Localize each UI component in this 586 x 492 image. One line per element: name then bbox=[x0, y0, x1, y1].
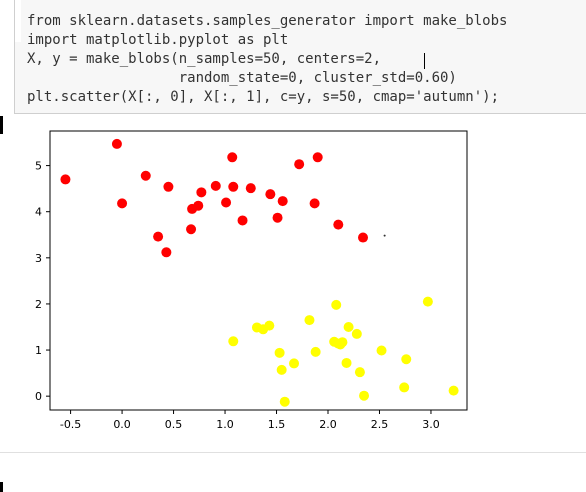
red-point bbox=[196, 187, 207, 198]
yellow-point bbox=[359, 390, 370, 401]
yellow-point bbox=[401, 354, 412, 365]
yellow-point bbox=[422, 296, 433, 307]
yellow-point bbox=[331, 299, 342, 310]
red-point bbox=[277, 196, 288, 207]
red-point bbox=[193, 200, 204, 211]
code-editor[interactable]: from sklearn.datasets.samples_generator … bbox=[27, 12, 507, 107]
scatter-plot: -0.5 0.0 0.5 1.0 1.5 2.0 2.5 3.0 0 1 2 3 4 5 bbox=[35, 130, 468, 431]
red-point bbox=[161, 247, 172, 258]
code-cell[interactable]: from sklearn.datasets.samples_generator … bbox=[14, 0, 586, 114]
y-tick-label: 4 bbox=[35, 206, 42, 219]
red-point bbox=[228, 181, 239, 192]
y-tick-label: 3 bbox=[35, 252, 42, 265]
red-point bbox=[333, 219, 344, 230]
cell-selection-marker bbox=[15, 0, 21, 42]
yellow-point bbox=[276, 364, 287, 375]
stray-dot bbox=[383, 234, 386, 237]
yellow-point bbox=[376, 345, 387, 356]
yellow-point bbox=[279, 396, 290, 407]
yellow-point bbox=[343, 321, 354, 332]
red-point bbox=[186, 224, 197, 235]
code-line: X, y = make_blobs(n_samples=50, centers=… bbox=[27, 51, 382, 67]
y-tick-label: 5 bbox=[35, 160, 42, 173]
red-point bbox=[245, 183, 256, 194]
x-tick-label: 2.5 bbox=[371, 418, 389, 431]
red-point bbox=[140, 170, 151, 181]
red-point bbox=[312, 152, 323, 163]
x-tick-label: 0.5 bbox=[165, 418, 183, 431]
x-tick-label: 2.0 bbox=[319, 418, 337, 431]
yellow-point bbox=[289, 358, 300, 369]
red-point bbox=[358, 232, 369, 243]
code-line: random_state=0, cluster_std=0.60) bbox=[27, 70, 457, 86]
yellow-point bbox=[264, 320, 275, 331]
red-point bbox=[309, 198, 320, 209]
red-point bbox=[272, 212, 283, 223]
red-point bbox=[117, 198, 128, 209]
cell-divider bbox=[0, 452, 586, 453]
yellow-point bbox=[351, 328, 362, 339]
y-tick-label: 2 bbox=[35, 298, 42, 311]
code-line: import matplotlib.pyplot as plt bbox=[27, 32, 289, 48]
red-point bbox=[111, 138, 122, 149]
red-point bbox=[163, 181, 174, 192]
output-marker bbox=[0, 116, 3, 134]
x-tick-label: 1.0 bbox=[216, 418, 234, 431]
y-tick-label: 0 bbox=[35, 390, 42, 403]
y-tick-label: 1 bbox=[35, 344, 42, 357]
yellow-point bbox=[354, 367, 365, 378]
yellow-point bbox=[274, 347, 285, 358]
yellow-point bbox=[228, 336, 239, 347]
red-point bbox=[60, 174, 71, 185]
code-line: from sklearn.datasets.samples_generator … bbox=[27, 13, 508, 29]
yellow-point bbox=[399, 382, 410, 393]
x-tick-label: -0.5 bbox=[60, 418, 81, 431]
red-point bbox=[221, 197, 232, 208]
yellow-point bbox=[310, 346, 321, 357]
x-tick-label: 3.0 bbox=[422, 418, 440, 431]
code-line: plt.scatter(X[:, 0], X[:, 1], c=y, s=50,… bbox=[27, 89, 500, 105]
text-cursor bbox=[424, 53, 425, 69]
next-cell[interactable] bbox=[0, 462, 586, 492]
x-tick-label: 0.0 bbox=[113, 418, 131, 431]
red-point bbox=[227, 152, 238, 163]
red-point bbox=[237, 215, 248, 226]
red-point bbox=[294, 159, 305, 170]
red-point bbox=[265, 189, 276, 200]
yellow-point bbox=[304, 315, 315, 326]
yellow-point bbox=[448, 385, 459, 396]
x-tick-label: 1.5 bbox=[268, 418, 286, 431]
red-point bbox=[210, 180, 221, 191]
next-cell-marker bbox=[0, 482, 3, 492]
axes-frame bbox=[49, 130, 468, 411]
red-point bbox=[153, 231, 164, 242]
output-area: -0.5 0.0 0.5 1.0 1.5 2.0 2.5 3.0 0 1 2 3 4 5 bbox=[0, 114, 586, 454]
yellow-point bbox=[333, 338, 344, 349]
yellow-point bbox=[341, 357, 352, 368]
